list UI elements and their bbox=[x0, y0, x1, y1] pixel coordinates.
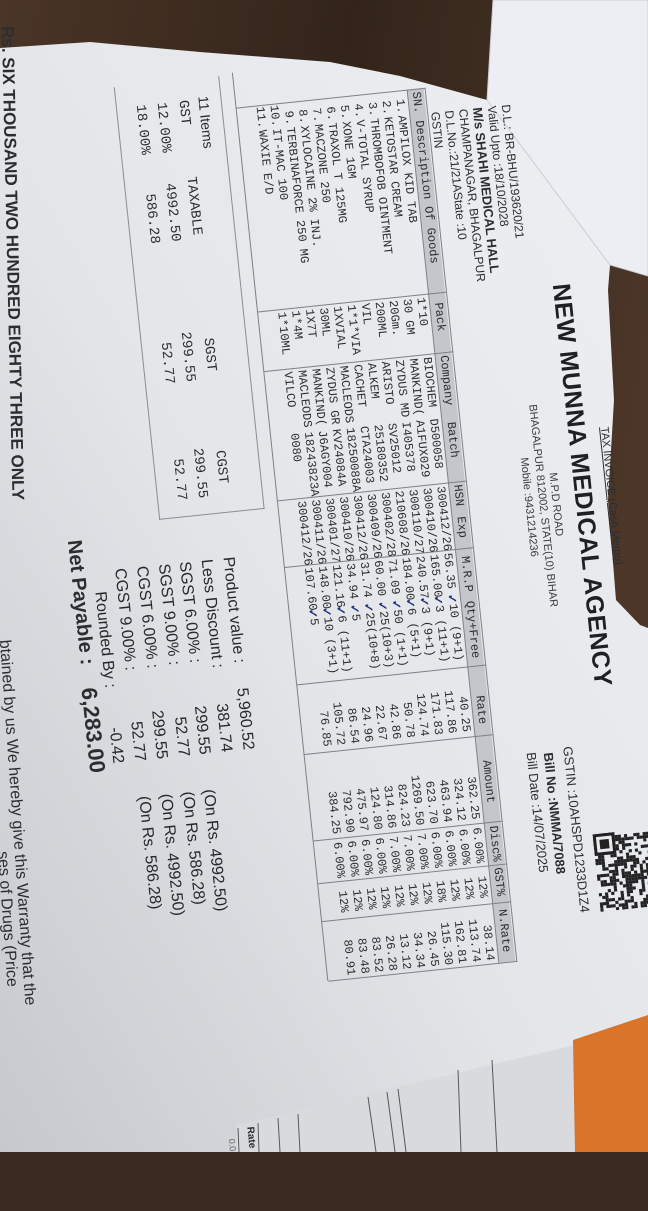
handwritten-check-icon: ✓ bbox=[389, 599, 404, 610]
handwritten-check-icon: ✓ bbox=[431, 594, 446, 605]
handwritten-check-icon: ✓ bbox=[445, 593, 460, 604]
serial-number: 2. bbox=[378, 90, 394, 115]
qr-code-icon bbox=[592, 826, 648, 912]
serial-number: 5. bbox=[336, 95, 352, 120]
handwritten-check-icon: ✓ bbox=[361, 602, 376, 613]
handwritten-check-icon: ✓ bbox=[333, 605, 348, 616]
item-pack: VIL bbox=[358, 303, 374, 326]
handwritten-check-icon: ✓ bbox=[403, 597, 418, 608]
seller-gstin: GSTIN :10AHSPD1233D1Z4 bbox=[560, 746, 592, 914]
serial-number: 4. bbox=[350, 93, 366, 118]
serial-number: 1. bbox=[392, 89, 408, 114]
serial-number: 8. bbox=[294, 99, 310, 124]
summary-header-gst: GST bbox=[175, 99, 194, 126]
column-header-gst: GST% bbox=[490, 867, 507, 897]
serial-number: 10. bbox=[266, 102, 282, 127]
column-header-pack: Pack bbox=[431, 302, 448, 332]
serial-number: 9. bbox=[280, 101, 296, 126]
column-header-hsn: HSN bbox=[450, 484, 466, 507]
handwritten-check-icon: ✓ bbox=[319, 606, 334, 617]
serial-number: 6. bbox=[322, 96, 338, 121]
column-header-exp: Exp bbox=[454, 516, 470, 539]
handwritten-check-icon: ✓ bbox=[305, 608, 320, 619]
summary-header-sgst: SGST bbox=[200, 337, 219, 372]
column-header-rate: Rate bbox=[472, 695, 489, 725]
handwritten-check-icon: ✓ bbox=[417, 596, 432, 607]
item-batch: 0080 bbox=[287, 433, 304, 463]
amount-in-words: Rs. SIX THOUSAND TWO HUNDRED EIGHTY THRE… bbox=[0, 26, 28, 501]
handwritten-check-icon: ✓ bbox=[347, 603, 362, 614]
summary-header-cgst: CGST bbox=[211, 449, 230, 484]
serial-number: 11. bbox=[252, 103, 268, 128]
serial-number: 7. bbox=[308, 98, 324, 123]
serial-number: 3. bbox=[364, 92, 380, 117]
handwritten-check-icon: ✓ bbox=[375, 600, 390, 611]
item-hsn: 3004 bbox=[294, 500, 311, 530]
